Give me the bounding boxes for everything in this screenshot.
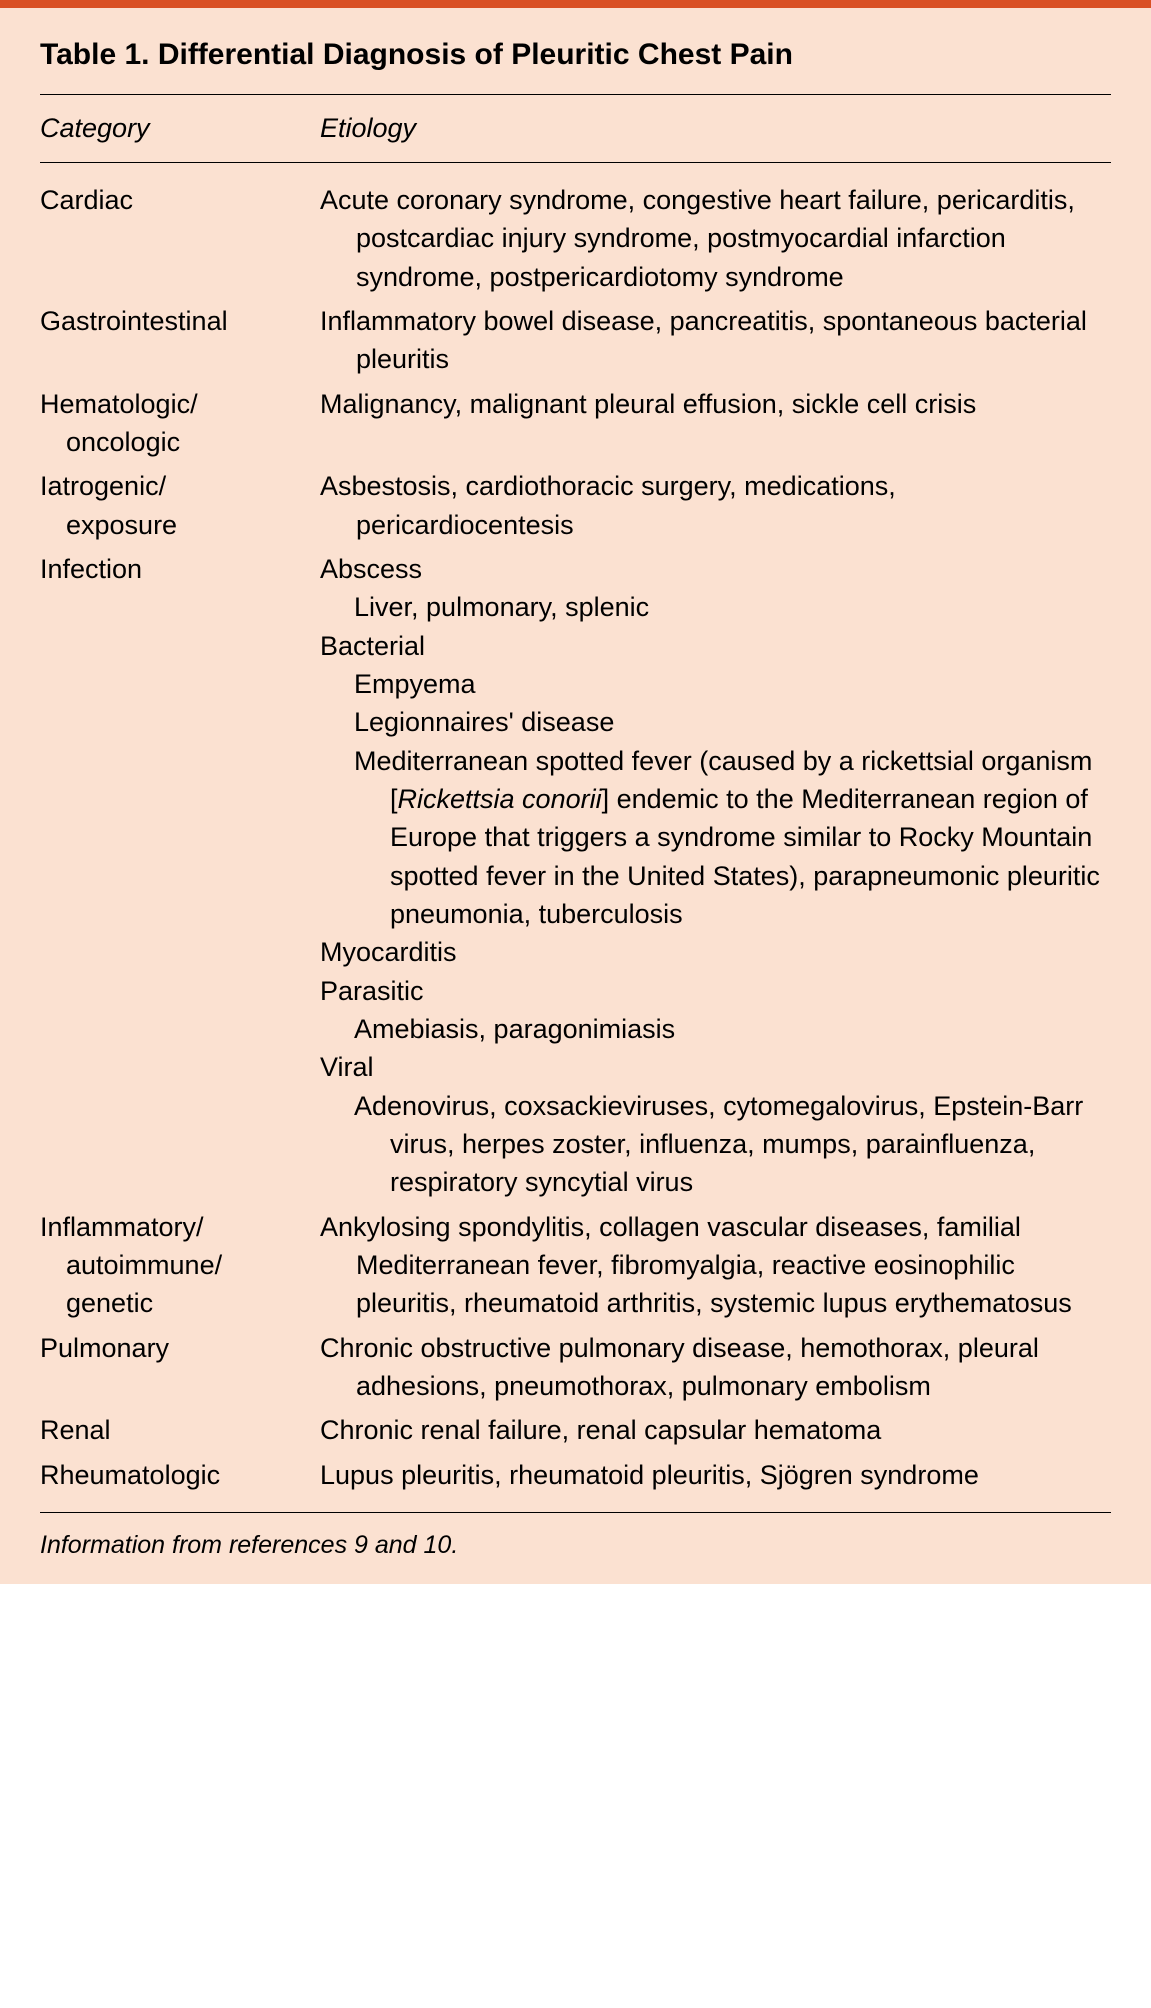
row-rheumatologic: Rheumatologic Lupus pleuritis, rheumatoi… [40,1456,1111,1494]
etiology-iatro: Asbestosis, cardiothoracic surgery, medi… [320,467,1111,544]
table-body: Cardiac Acute coronary syndrome, congest… [40,163,1111,1512]
etiology-rheum: Lupus pleuritis, rheumatoid pleuritis, S… [320,1456,1111,1494]
infection-viral-label: Viral [320,1048,1111,1086]
infection-parasitic-label: Parasitic [320,972,1111,1010]
category-iatro: Iatrogenic/ exposure [40,467,320,544]
table-inner: Table 1. Differential Diagnosis of Pleur… [0,8,1151,1584]
infection-abscess-items: Liver, pulmonary, splenic [354,588,1111,626]
table-title: Table 1. Differential Diagnosis of Pleur… [40,38,1111,95]
header-etiology: Etiology [320,113,1111,144]
infection-bacterial-item3: Mediterranean spotted fever (caused by a… [354,742,1111,934]
etiology-cardiac: Acute coronary syndrome, congestive hear… [320,181,1111,296]
etiology-iatro-text: Asbestosis, cardiothoracic surgery, medi… [356,467,1111,544]
etiology-rheum-text: Lupus pleuritis, rheumatoid pleuritis, S… [356,1456,1111,1494]
category-iatro-line2: exposure [40,506,310,544]
row-gastrointestinal: Gastrointestinal Inflammatory bowel dise… [40,302,1111,379]
header-row: Category Etiology [40,95,1111,163]
category-inflam-line3: genetic [40,1284,310,1322]
row-infection: Infection Abscess Liver, pulmonary, sple… [40,550,1111,1202]
infection-bacterial-label: Bacterial [320,627,1111,665]
infection-organism: Rickettsia conorii [398,784,602,814]
category-heme-line1: Hematologic/ [40,389,198,419]
etiology-pulmonary-text: Chronic obstructive pulmonary disease, h… [356,1329,1111,1406]
category-heme-line2: oncologic [40,423,310,461]
row-pulmonary: Pulmonary Chronic obstructive pulmonary … [40,1329,1111,1406]
category-infection: Infection [40,550,320,1202]
infection-myocarditis-label: Myocarditis [320,933,1111,971]
category-inflam-line2: autoimmune/ [40,1246,310,1284]
etiology-gastro-text: Inflammatory bowel disease, pancreatitis… [356,302,1111,379]
category-inflam: Inflammatory/ autoimmune/ genetic [40,1208,320,1323]
infection-abscess-label: Abscess [320,550,1111,588]
infection-viral-items: Adenovirus, coxsackieviruses, cytomegalo… [354,1087,1111,1202]
category-iatro-line1: Iatrogenic/ [40,471,166,501]
category-cardiac: Cardiac [40,181,320,296]
etiology-heme: Malignancy, malignant pleural effusion, … [320,385,1111,462]
etiology-inflam-text: Ankylosing spondylitis, collagen vascula… [356,1208,1111,1323]
etiology-heme-text: Malignancy, malignant pleural effusion, … [356,385,1111,423]
etiology-pulmonary: Chronic obstructive pulmonary disease, h… [320,1329,1111,1406]
row-hematologic: Hematologic/ oncologic Malignancy, malig… [40,385,1111,462]
row-renal: Renal Chronic renal failure, renal capsu… [40,1411,1111,1449]
row-inflammatory: Inflammatory/ autoimmune/ genetic Ankylo… [40,1208,1111,1323]
etiology-renal: Chronic renal failure, renal capsular he… [320,1411,1111,1449]
header-category: Category [40,113,320,144]
footer-note: Information from references 9 and 10. [40,1512,1111,1560]
etiology-cardiac-text: Acute coronary syndrome, congestive hear… [356,181,1111,296]
infection-parasitic-items: Amebiasis, paragonimiasis [354,1010,1111,1048]
etiology-inflam: Ankylosing spondylitis, collagen vascula… [320,1208,1111,1323]
table-container: Table 1. Differential Diagnosis of Pleur… [0,0,1151,1584]
etiology-infection: Abscess Liver, pulmonary, splenic Bacter… [320,550,1111,1202]
category-gastro: Gastrointestinal [40,302,320,379]
etiology-renal-text: Chronic renal failure, renal capsular he… [356,1411,1111,1449]
category-inflam-line1: Inflammatory/ [40,1212,204,1242]
category-pulmonary: Pulmonary [40,1329,320,1406]
row-iatrogenic: Iatrogenic/ exposure Asbestosis, cardiot… [40,467,1111,544]
row-cardiac: Cardiac Acute coronary syndrome, congest… [40,181,1111,296]
infection-bacterial-item1: Empyema [354,665,1111,703]
category-renal: Renal [40,1411,320,1449]
category-rheum: Rheumatologic [40,1456,320,1494]
etiology-gastro: Inflammatory bowel disease, pancreatitis… [320,302,1111,379]
category-heme: Hematologic/ oncologic [40,385,320,462]
infection-bacterial-item2: Legionnaires' disease [354,703,1111,741]
